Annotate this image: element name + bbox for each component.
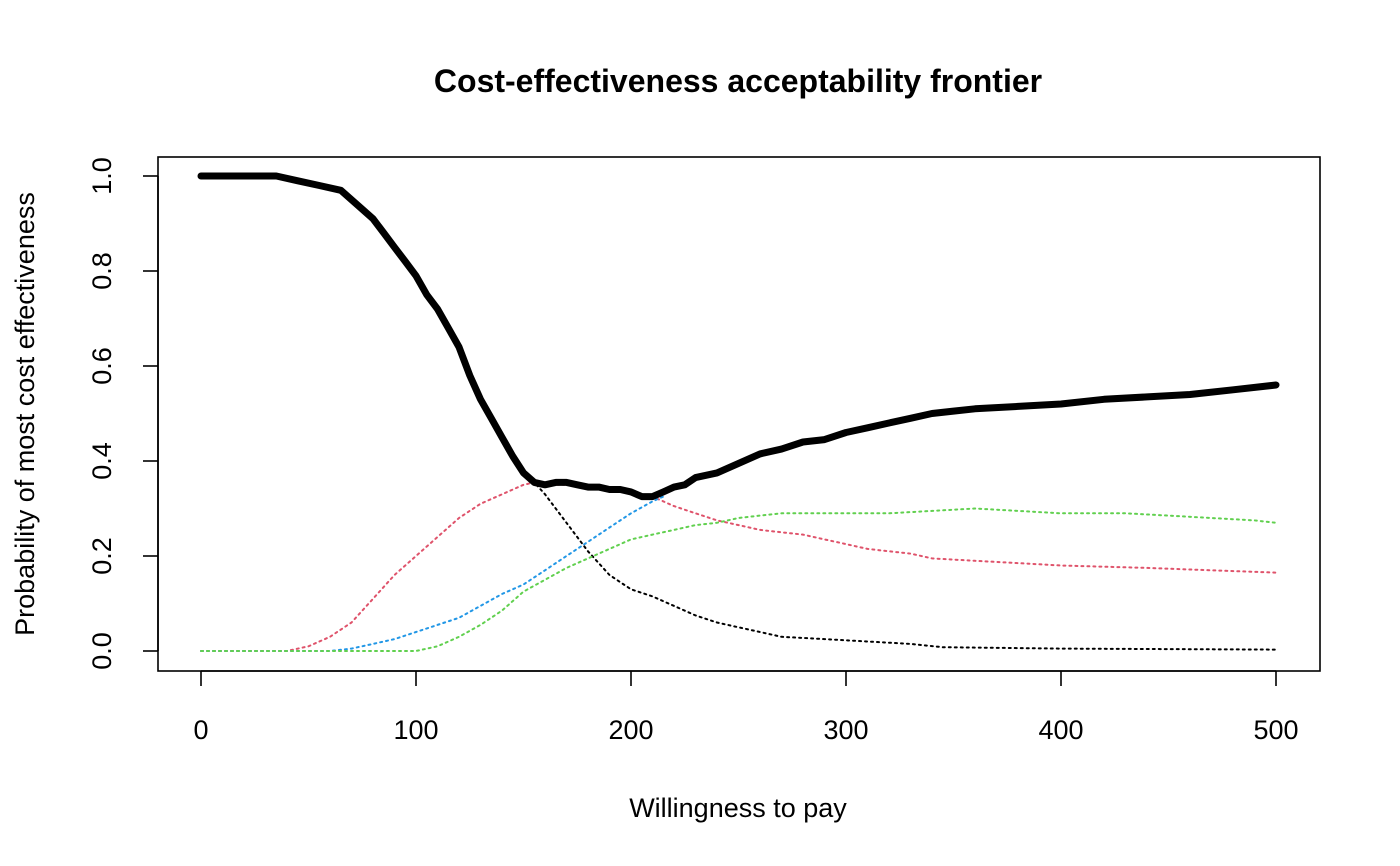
- x-tick-label: 200: [608, 715, 653, 745]
- x-axis: 0 100 200 300 400 500: [193, 670, 1299, 745]
- series-layer: [200, 175, 1277, 652]
- x-tick-label: 400: [1038, 715, 1083, 745]
- x-tick-label: 300: [823, 715, 868, 745]
- x-tick-label: 0: [193, 715, 208, 745]
- x-axis-label: Willingness to pay: [629, 793, 847, 823]
- y-tick-label: 0.0: [87, 632, 117, 670]
- chart-title: Cost-effectiveness acceptability frontie…: [434, 63, 1042, 99]
- y-tick-label: 0.8: [87, 252, 117, 290]
- y-tick-label: 0.4: [87, 442, 117, 480]
- series-line-2: [200, 481, 1277, 652]
- y-axis-label: Probability of most cost effectiveness: [10, 192, 40, 636]
- y-tick-label: 1.0: [87, 157, 117, 195]
- y-tick-label: 0.2: [87, 537, 117, 575]
- x-tick-label: 100: [393, 715, 438, 745]
- y-tick-label: 0.6: [87, 347, 117, 385]
- y-axis: 0.0 0.2 0.4 0.6 0.8 1.0: [87, 157, 159, 670]
- plot-box: [157, 156, 1321, 672]
- series-line-1: [200, 175, 1277, 651]
- frontier-layer: [197, 172, 1280, 501]
- series-line-4: [200, 507, 1277, 652]
- x-tick-label: 500: [1253, 715, 1298, 745]
- frontier-line: [197, 172, 1280, 501]
- series-line-3: [200, 495, 665, 652]
